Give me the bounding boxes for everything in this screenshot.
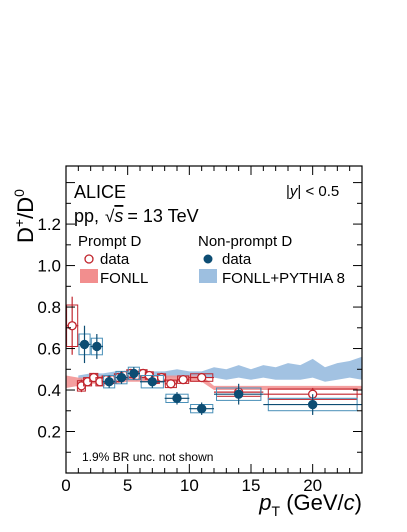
prompt-point <box>189 372 214 383</box>
nonprompt-point <box>263 394 362 415</box>
y-tick-label: 1.0 <box>37 257 61 276</box>
data-points <box>66 296 362 415</box>
legend-nonprompt-data-label: data <box>222 251 252 268</box>
legend-fonll-swatch <box>80 269 98 283</box>
nonprompt-marker <box>129 368 139 379</box>
prompt-marker <box>67 321 77 331</box>
nonprompt-marker <box>116 372 127 383</box>
x-tick-label: 10 <box>180 476 199 495</box>
rapidity-label: |y| < 0.5 <box>286 183 339 200</box>
legend-prompt-data-label: data <box>100 251 130 268</box>
legend-fonll-pythia-label: FONLL+PYTHIA 8 <box>222 270 345 287</box>
br-uncertainty-note: 1.9% BR unc. not shown <box>82 450 213 464</box>
legend-prompt-header: Prompt D <box>78 233 142 250</box>
prompt-point <box>66 296 79 355</box>
nonprompt-marker <box>79 339 90 350</box>
nonprompt-point <box>90 334 103 359</box>
collision-system-label: pp, √s = 13 TeV <box>74 206 199 226</box>
x-tick-label: 5 <box>123 476 132 495</box>
legend-prompt-data-marker <box>84 254 94 264</box>
experiment-label: ALICE <box>74 182 126 202</box>
prompt-marker <box>156 372 167 383</box>
y-tick-label: 0.6 <box>37 340 61 359</box>
nonprompt-marker <box>307 399 318 410</box>
legend-fonll-label: FONLL <box>100 270 148 287</box>
nonprompt-point <box>115 370 128 385</box>
nonprompt-marker <box>92 341 102 352</box>
nonprompt-marker <box>104 377 114 387</box>
sqrt-s-variable: s <box>114 206 123 226</box>
nonprompt-point <box>189 402 214 415</box>
prompt-marker <box>197 372 207 383</box>
prompt-point <box>177 375 190 385</box>
nonprompt-point <box>78 325 91 364</box>
legend-nonprompt-header: Non-prompt D <box>198 233 292 250</box>
nonprompt-point <box>140 375 165 389</box>
nonprompt-point <box>214 383 264 405</box>
nonprompt-marker <box>147 377 158 387</box>
nonprompt-marker <box>233 389 244 399</box>
nonprompt-marker <box>172 393 182 404</box>
prompt-point <box>164 379 177 389</box>
y-tick-label: 1.2 <box>37 215 61 234</box>
x-tick-label: 15 <box>242 476 261 495</box>
prompt-marker <box>166 379 176 389</box>
nonprompt-point <box>103 375 116 389</box>
y-tick-label: 0.8 <box>37 298 61 317</box>
legend-nonprompt-data-marker <box>203 254 213 264</box>
x-tick-label: 0 <box>61 476 70 495</box>
y-axis-title: D+/D0 <box>11 189 38 243</box>
axis-ticks: 0 5 10 15 20 0.2 0.4 0.6 0.8 1.0 1.2 <box>37 166 363 495</box>
nonprompt-point <box>127 366 140 381</box>
prompt-marker <box>178 375 188 385</box>
nonprompt-point <box>164 392 190 405</box>
x-axis-title: pT (GeV/c) <box>258 490 362 519</box>
legend-fonll-pythia-swatch <box>199 269 217 283</box>
x-tick-label: 20 <box>303 476 322 495</box>
prompt-point <box>156 372 167 383</box>
y-tick-label: 0.4 <box>37 381 61 400</box>
nonprompt-marker <box>196 403 207 414</box>
y-tick-label: 0.2 <box>37 423 61 442</box>
